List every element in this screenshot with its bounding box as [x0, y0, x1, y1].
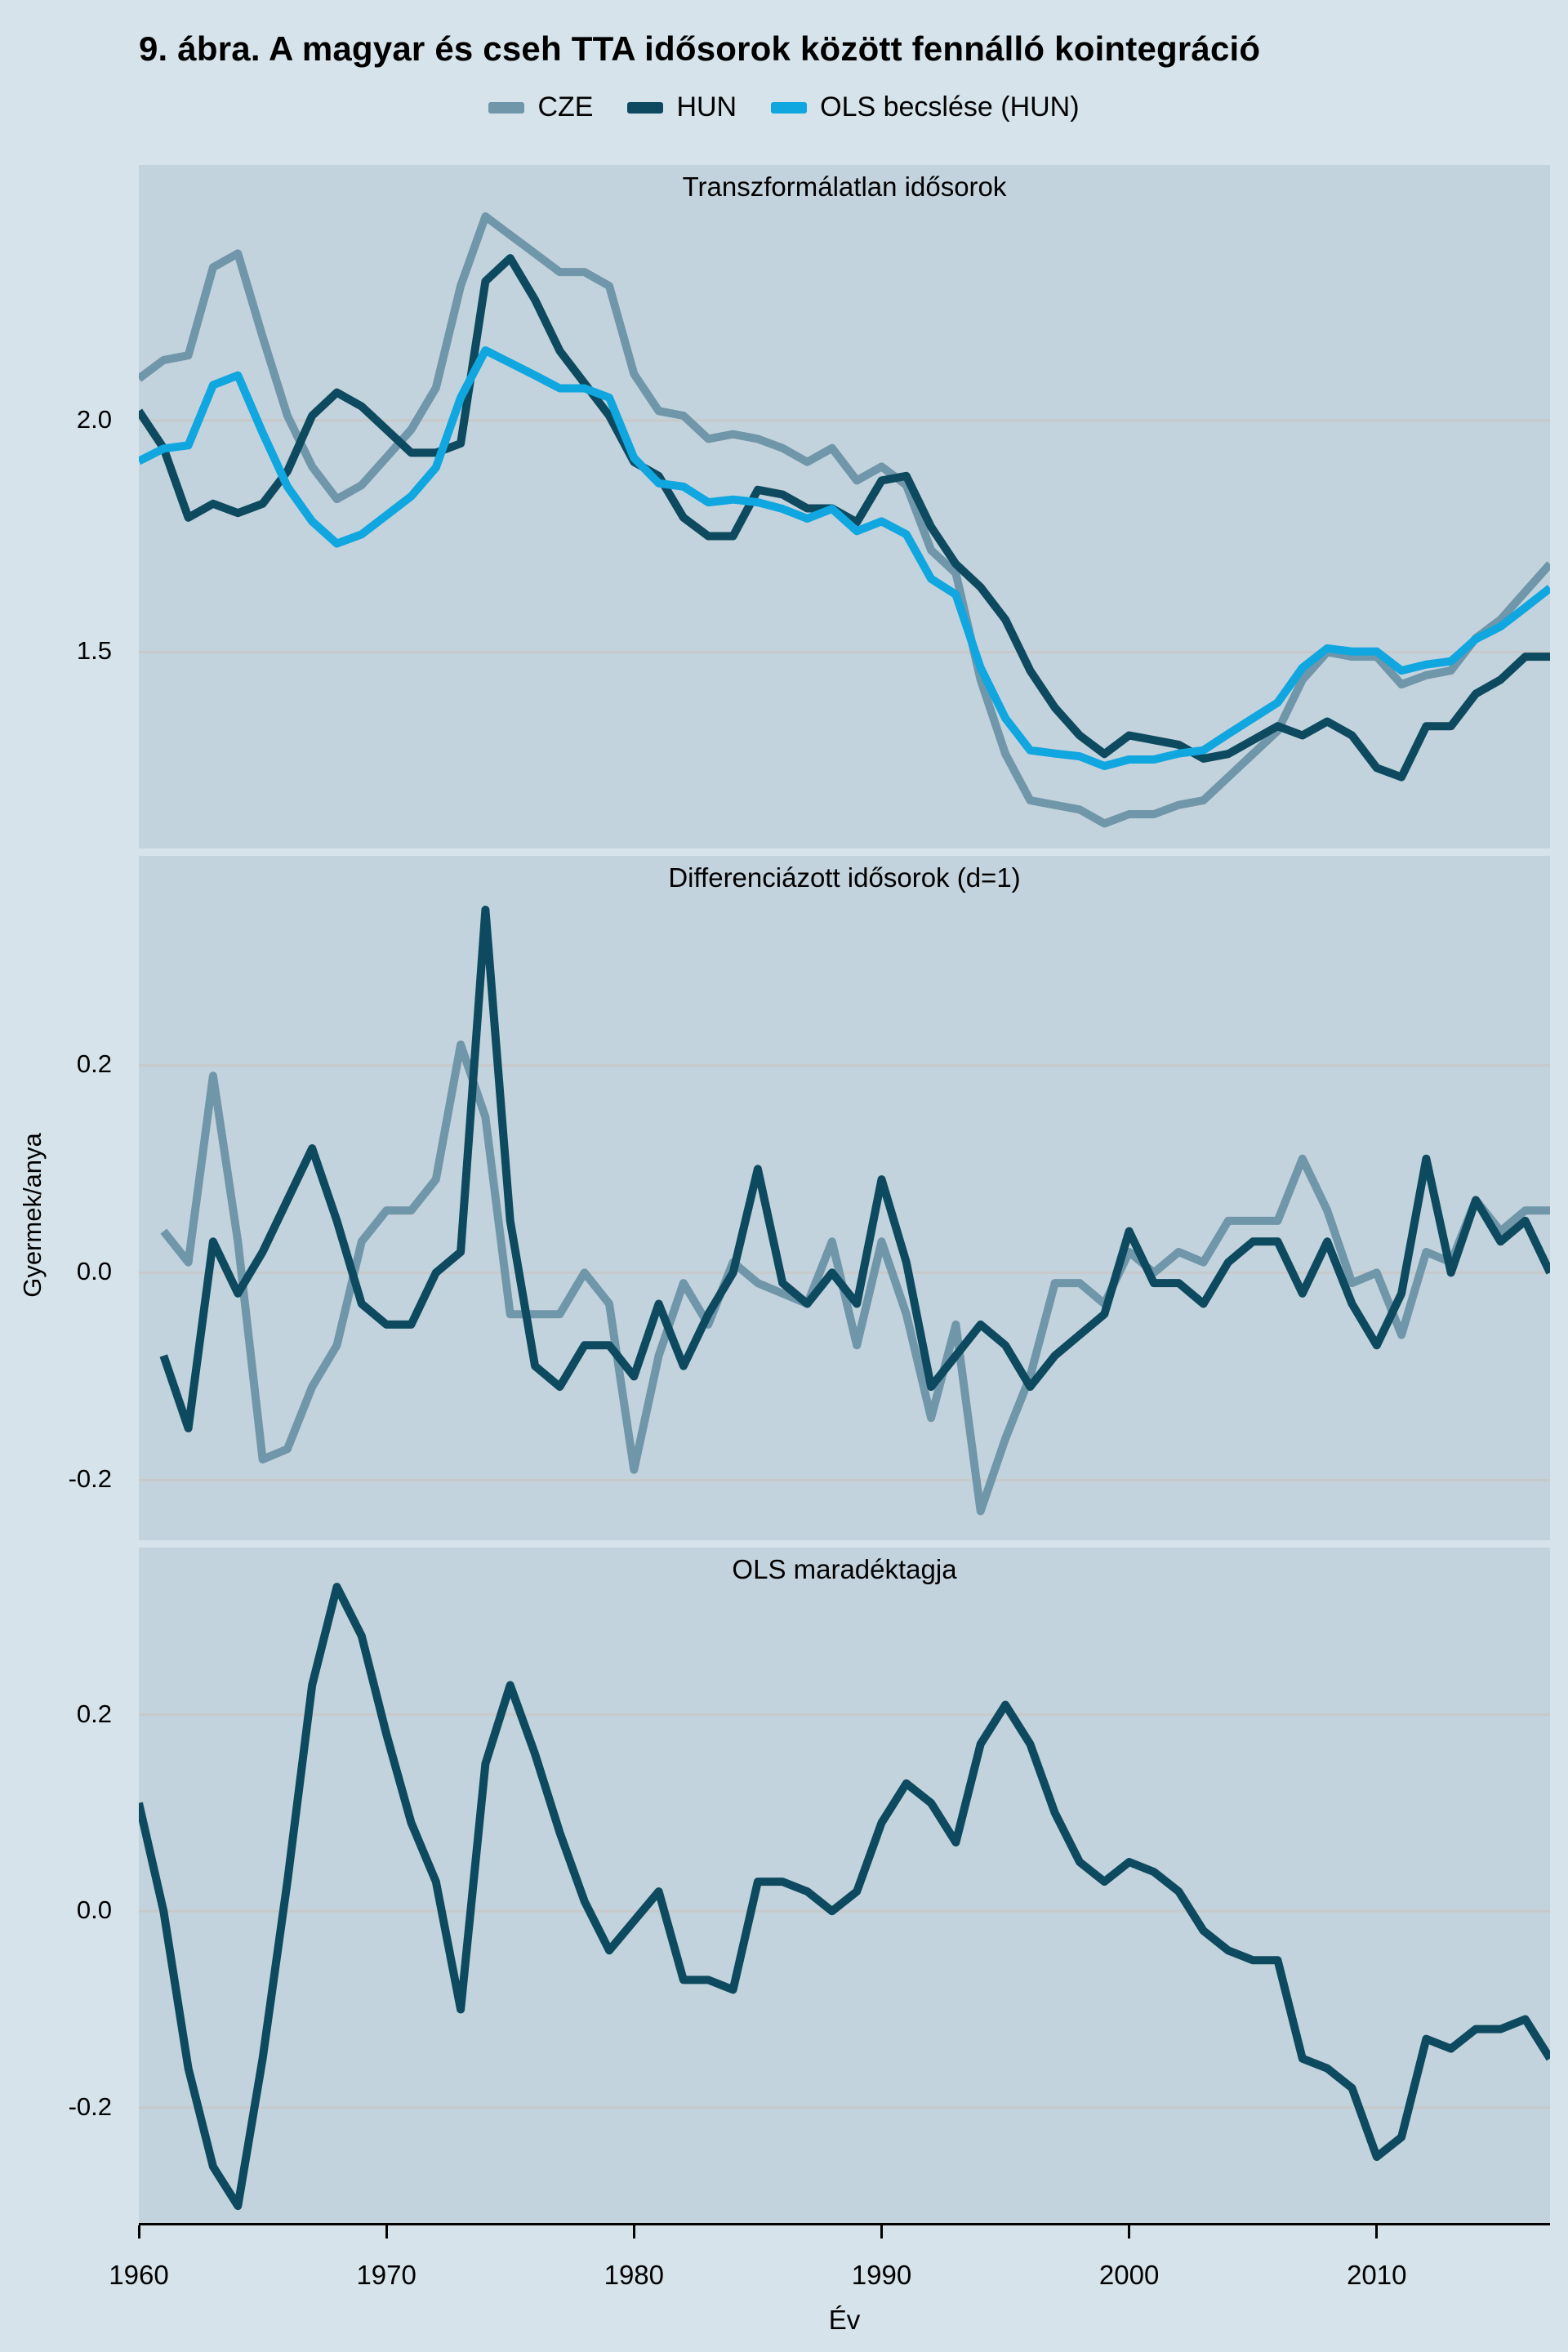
legend-label-ols: OLS becslése (HUN) — [820, 91, 1080, 122]
legend-label-hun: HUN — [676, 91, 737, 122]
y-tick-label: 0.2 — [76, 1049, 112, 1079]
series-line-ols — [139, 346, 1550, 770]
ols-line-swatch-icon — [771, 101, 808, 114]
x-tick-label: 1980 — [604, 2260, 665, 2290]
panel-ols-residual: OLS maradéktagja 0.2 0.0 -0.2 — [69, 1548, 1550, 2225]
legend: CZE HUN OLS becslése (HUN) — [0, 91, 1568, 123]
y-tick-label: 0.2 — [76, 1699, 112, 1728]
x-tick-mark — [385, 2225, 388, 2238]
x-tick-label: 1970 — [356, 2260, 416, 2290]
x-axis-title: Év — [828, 2305, 861, 2335]
x-tick-label: 2010 — [1347, 2260, 1407, 2290]
differenced-series-plot — [139, 906, 1550, 1516]
x-tick-mark — [632, 2225, 635, 2238]
figure-title: 9. ábra. A magyar és cseh TTA idősorok k… — [139, 29, 1261, 68]
x-tick-mark — [137, 2225, 140, 2238]
panel-differenced-series: Differenciázott idősorok (d=1) 0.2 0.0 -0.… — [69, 856, 1550, 1540]
panel-title-untransformed: Transzformálatlan idősorok — [682, 172, 1007, 202]
legend-item-hun: HUN — [627, 91, 737, 123]
hun-line-swatch-icon — [627, 101, 664, 114]
series-line-cze — [139, 212, 1550, 828]
panel-untransformed-series: Transzformálatlan idősorok 2.0 1.5 — [77, 165, 1550, 849]
legend-item-cze: CZE — [488, 91, 593, 123]
legend-label-cze: CZE — [537, 91, 594, 122]
x-tick-label: 1960 — [109, 2260, 169, 2290]
x-tick-label: 1990 — [851, 2260, 912, 2290]
x-tick-mark — [1375, 2225, 1379, 2238]
series-line-cze — [160, 1040, 1550, 1516]
y-axis-title: Gyermek/anya — [18, 1133, 47, 1298]
y-tick-label: 1.5 — [76, 636, 112, 666]
ols-residual-plot — [139, 1583, 1550, 2211]
x-tick-mark — [880, 2225, 883, 2238]
legend-item-ols: OLS becslése (HUN) — [771, 91, 1080, 123]
x-tick-mark — [1128, 2225, 1131, 2238]
y-tick-label: -0.2 — [68, 1464, 112, 1494]
panel-title-differenced: Differenciázott idősorok (d=1) — [668, 862, 1021, 893]
panel-title-ols-residual: OLS maradéktagja — [732, 1554, 957, 1584]
y-tick-label: 0.0 — [76, 1257, 112, 1286]
y-tick-label: -0.2 — [68, 2091, 112, 2121]
x-tick-label: 2000 — [1098, 2260, 1160, 2290]
series-line-hun — [159, 906, 1550, 1432]
untransformed-series-plot — [139, 212, 1550, 828]
y-tick-label: 0.0 — [76, 1895, 112, 1925]
y-tick-label: 2.0 — [76, 404, 112, 434]
x-axis: 1960 1970 1980 1990 2000 2010 — [109, 2223, 1550, 2290]
cze-line-swatch-icon — [488, 101, 525, 114]
series-line-hun — [139, 1583, 1550, 2211]
